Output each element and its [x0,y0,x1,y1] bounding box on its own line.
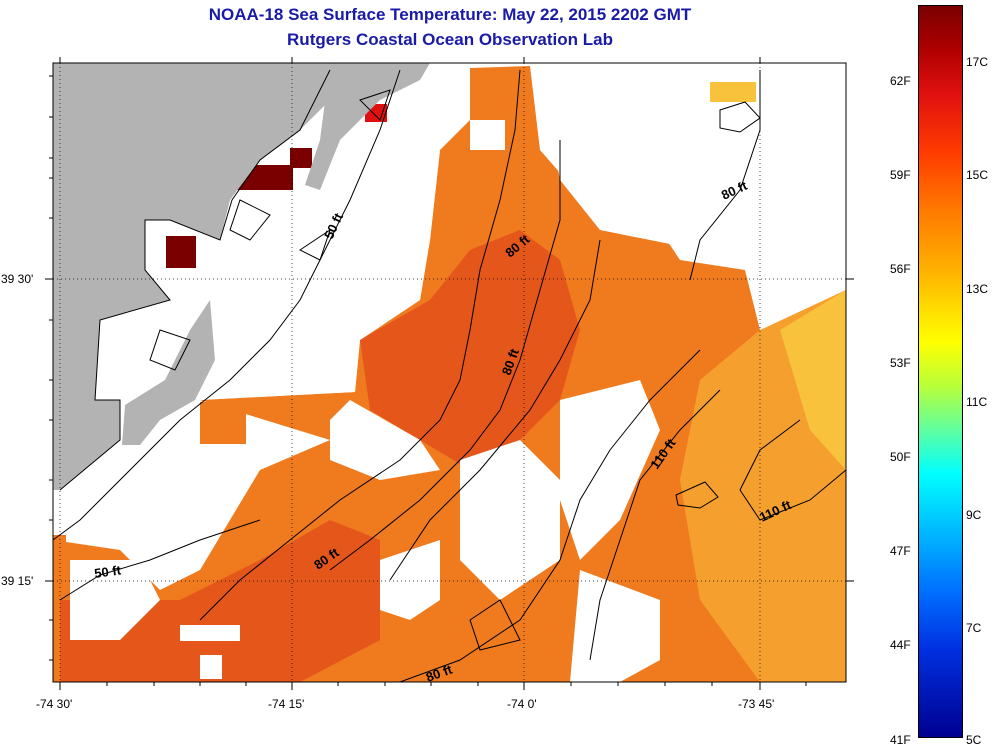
land-barrier [305,63,430,190]
x-tick-label: -74 0' [507,697,537,711]
colorbar-label-c: 11C [966,395,988,409]
graticule [53,63,846,682]
coastline-inner [149,199,271,371]
contour-110ft-b [739,419,846,521]
sst-field [53,63,846,682]
contour-50ft [53,69,401,541]
cloud-patch [470,120,505,150]
sst-hot-spot [166,236,196,268]
coastline [59,69,331,491]
temperature-colorbar [918,5,963,738]
coastline-inner [299,89,391,261]
cloud-patch [570,570,660,682]
colorbar-label-f: 41F [890,733,911,747]
contour-ring [675,481,719,509]
colorbar-label-f: 62F [890,74,911,88]
map-frame [52,62,847,683]
sst-region-south [60,520,380,682]
sst-hot-spot [290,148,312,168]
colorbar-label-c: 15C [966,168,989,182]
colorbar-label-f: 56F [890,262,911,276]
contour-110ft [589,389,721,661]
colorbar-label-f: 59F [890,168,911,182]
x-tick-label: -73 45' [738,697,775,711]
y-tick-label: 39 15' [1,574,34,588]
contour-80ft-d [689,70,761,281]
contour-80ft-e [399,349,701,682]
x-tick-label: -74 15' [268,697,305,711]
cloud-patch [460,440,560,600]
contour-80ft-b [329,140,561,571]
x-tick-label: -74 30' [36,697,73,711]
sst-block [710,82,756,102]
cloud-patch [380,540,440,620]
colorbar-label-c: 13C [966,282,989,296]
cloud-patch [560,380,660,560]
cloud-patch [330,400,440,480]
colorbar-label-c: 5C [966,733,982,747]
colorbar-label-c: 7C [966,621,982,635]
cloud-patch [680,70,846,320]
colorbar-label-c: 9C [966,508,982,522]
sst-block [53,535,66,565]
contour-50ft-south [59,519,261,601]
axis-ticks [45,57,854,690]
colorbar-label-f: 50F [890,450,911,464]
contour-label: 50 ft [93,562,122,581]
contour-ring [469,599,521,651]
colorbar-label-f: 47F [890,544,911,558]
sst-region-core [360,230,580,470]
colorbar-label-f: 53F [890,356,911,370]
map-subtitle: Rutgers Coastal Ocean Observation Lab [287,30,613,49]
map-title: NOAA-18 Sea Surface Temperature: May 22,… [208,5,692,24]
y-tick-label: 39 30' [1,272,34,286]
land-barrier [122,300,215,445]
cloud-patch [180,625,240,641]
contour-ring [719,101,761,133]
cloud-patch [200,655,222,679]
cloud-patch [540,70,740,250]
contour-80ft-c [389,239,601,581]
sst-region-east2 [780,290,846,470]
sst-block [200,402,246,444]
colorbar-label-c: 17C [966,55,989,69]
bathymetry-contours [53,69,846,682]
land-new-jersey [53,63,330,490]
contour-80ft-a [199,69,521,621]
colorbar-label-f: 44F [890,638,911,652]
